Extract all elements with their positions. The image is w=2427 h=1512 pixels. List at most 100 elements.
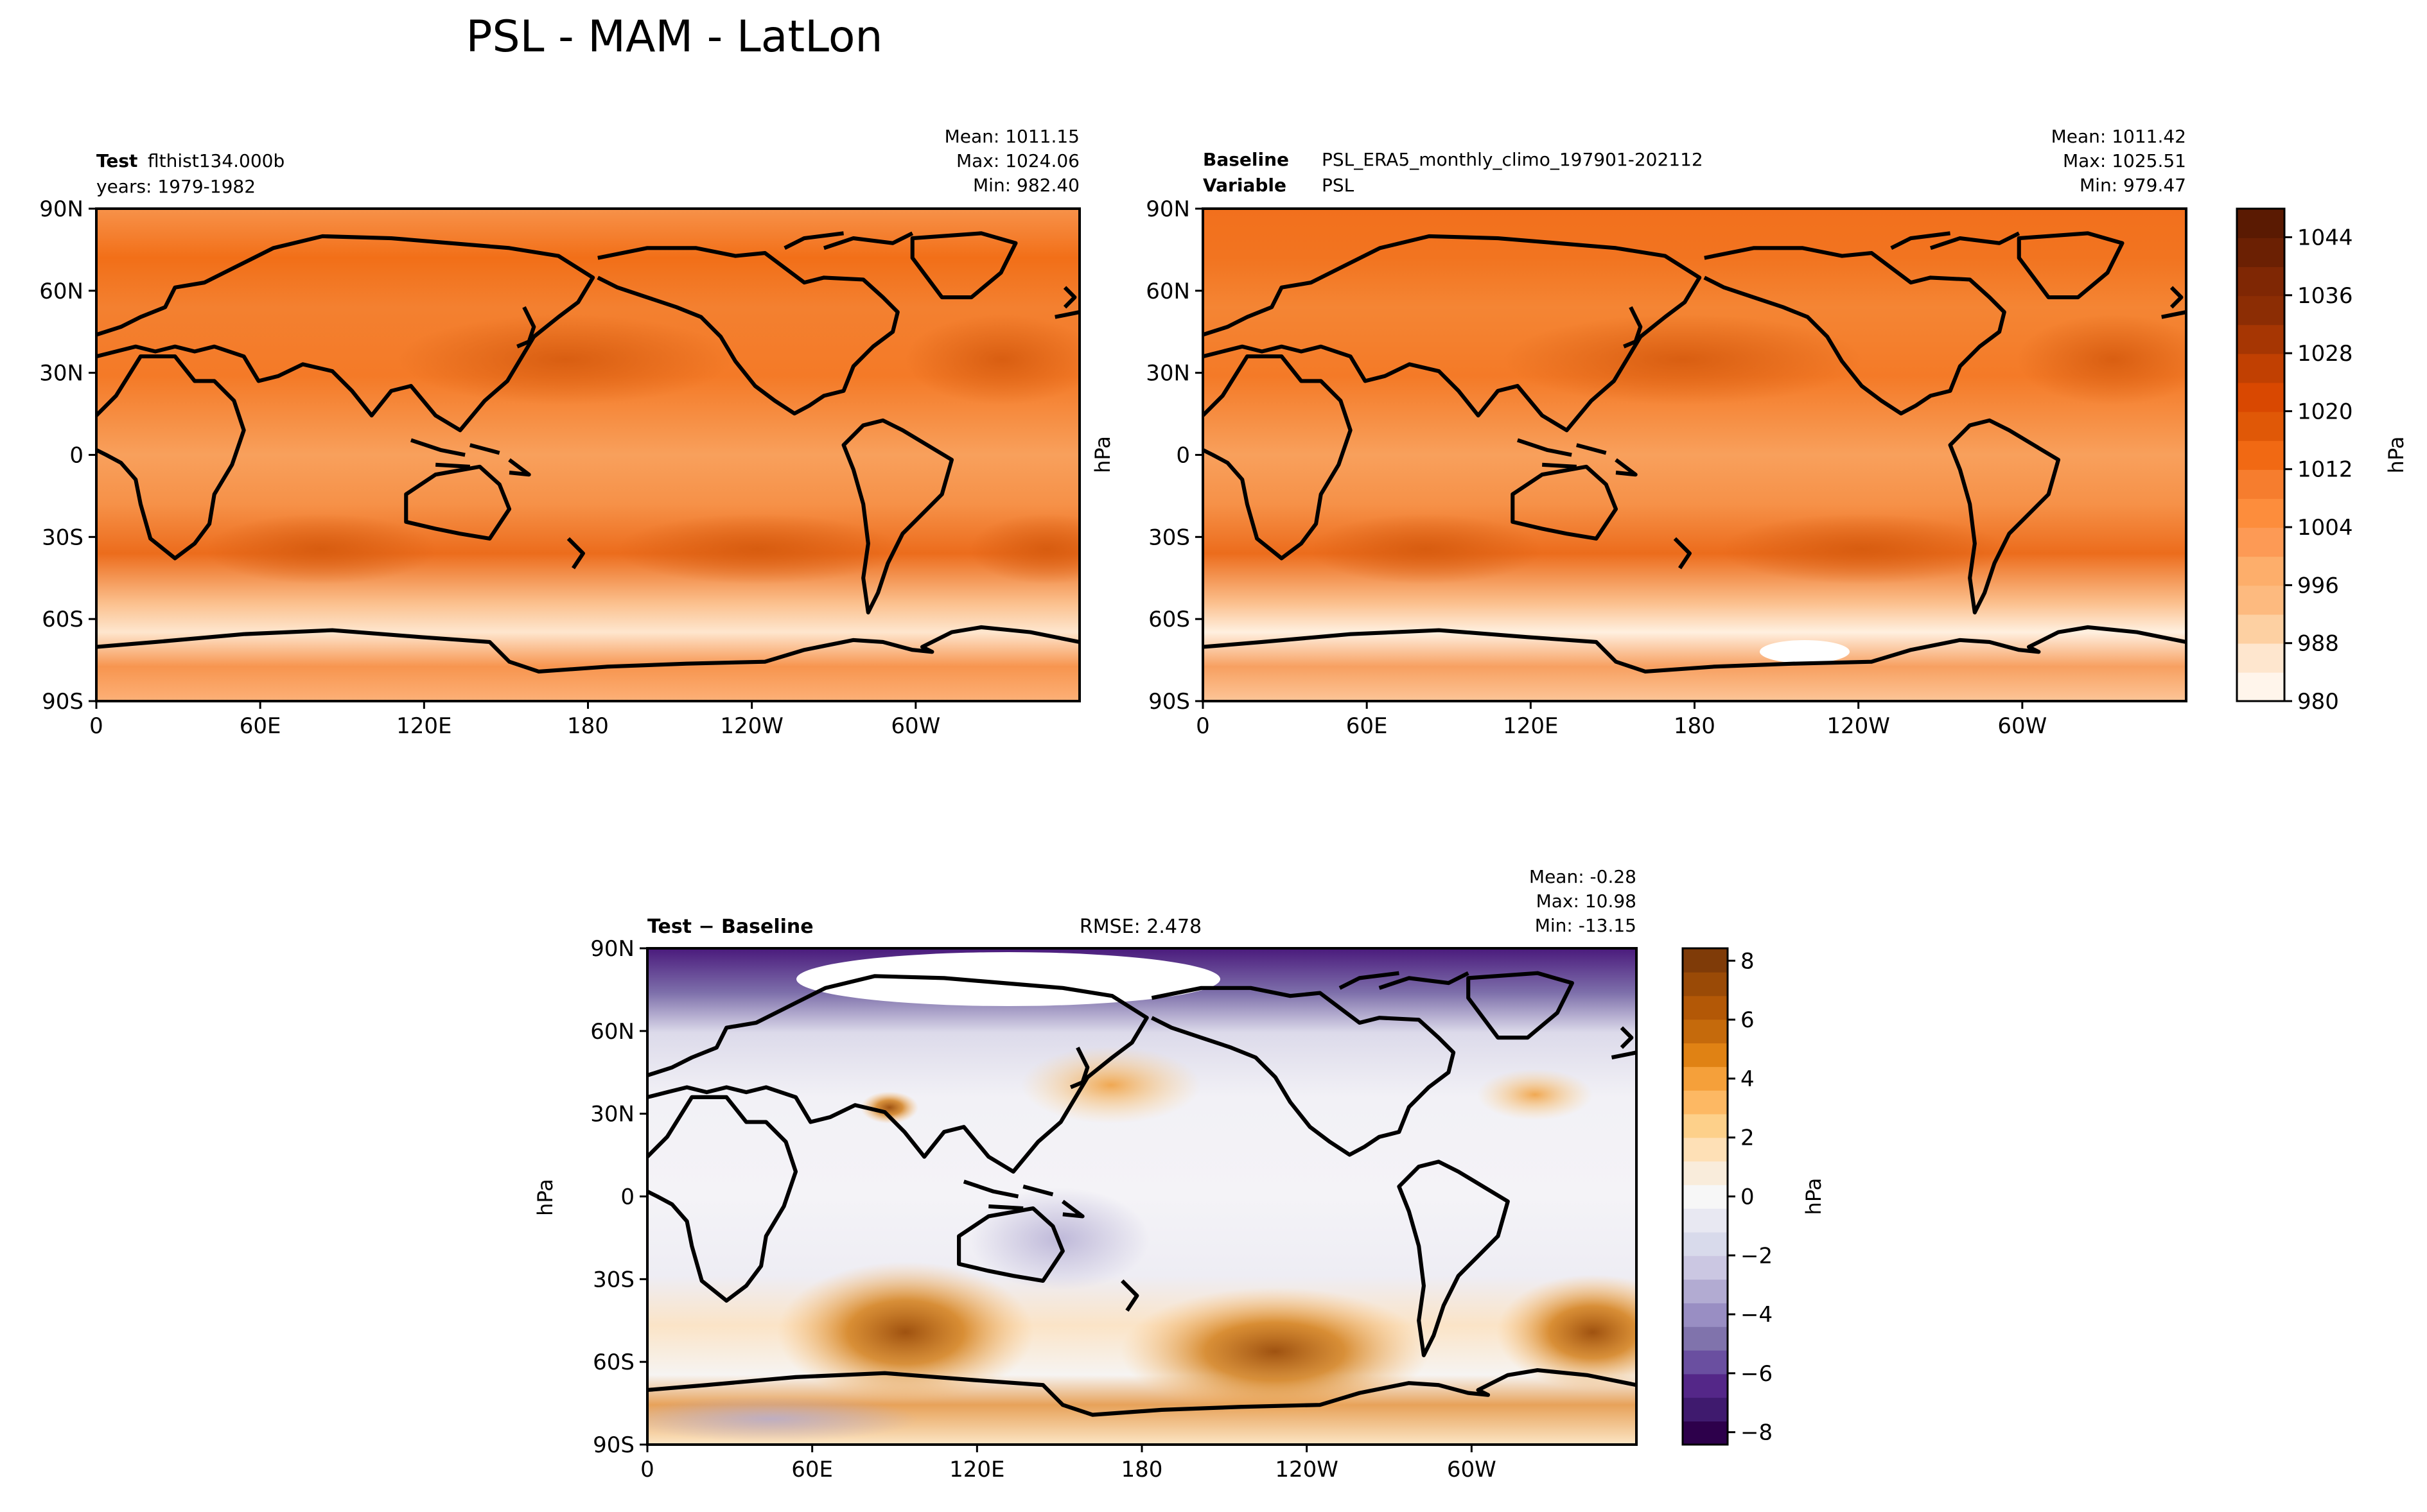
diff-colorbar-label: hPa	[1801, 1178, 1826, 1215]
psl-colorbar-segment	[2237, 209, 2284, 238]
test-xtick-label: 0	[89, 713, 103, 739]
diff-colorbar-segment	[1683, 948, 1728, 973]
test-xtick-label: 120W	[720, 713, 784, 739]
test-ytick-label: 30S	[42, 525, 83, 550]
test-stat-mean: Mean: 1011.15	[945, 126, 1080, 147]
psl-colorbar-segment	[2237, 382, 2284, 412]
test-xtick-label: 60W	[891, 713, 940, 739]
diff-stat-max: Max: 10.98	[1536, 891, 1636, 912]
psl-colorbar-segment	[2237, 266, 2284, 297]
psl-colorbar-segment	[2237, 295, 2284, 326]
diff-colorbar-segment	[1683, 1066, 1728, 1091]
diff-colorbar-segment	[1683, 1161, 1728, 1185]
psl-colorbar-tick-label: 988	[2297, 631, 2339, 657]
baseline-ytick-label: 90S	[1148, 689, 1190, 715]
test-ytick-label: 90N	[39, 196, 83, 222]
diff-colorbar-tick-label: 8	[1740, 948, 1755, 974]
test-xtick-label: 180	[567, 713, 609, 739]
test-xtick-label: 60E	[240, 713, 281, 739]
psl-colorbar-segment	[2237, 440, 2284, 470]
psl-colorbar-segment	[2237, 672, 2284, 702]
diff-colorbar-segment	[1683, 971, 1728, 996]
diff-pos-spacific	[1121, 1287, 1429, 1416]
psl-colorbar-tick-label: 1004	[2297, 515, 2353, 541]
diff-colorbar-segment	[1683, 1326, 1728, 1351]
test-high-satlantic	[970, 514, 1080, 584]
diff-colorbar-segment	[1683, 1043, 1728, 1067]
psl-colorbar-tick-label: 1044	[2297, 225, 2353, 250]
test-label-bold: Test	[96, 150, 137, 171]
diff-colorbar-segment	[1683, 1303, 1728, 1327]
psl-colorbar-tick-label: 1036	[2297, 283, 2353, 309]
psl-colorbar-tick-label: 1028	[2297, 341, 2353, 367]
diff-xtick-label: 120W	[1275, 1457, 1338, 1482]
baseline-ytick-label: 60S	[1148, 607, 1190, 632]
test-ytick-label: 90S	[42, 689, 83, 715]
diff-pos-npacific	[1021, 1047, 1201, 1124]
diff-colorbar-tick-label: −2	[1740, 1243, 1773, 1269]
diff-polar-gap	[796, 952, 1220, 1006]
diff-colorbar-segment	[1683, 1255, 1728, 1280]
diff-ytick-label: 30N	[590, 1102, 635, 1127]
diff-colorbar-segment	[1683, 1397, 1728, 1421]
baseline-ytick-label: 30S	[1148, 525, 1190, 550]
diff-ytick-label: 90S	[593, 1432, 635, 1458]
baseline-label-bold: Baseline	[1203, 149, 1289, 170]
diff-ytick-label: 60N	[590, 1019, 635, 1045]
diff-pos-sindian	[777, 1262, 1034, 1403]
baseline-high-npacific	[1503, 315, 1862, 404]
psl-colorbar-segment	[2237, 556, 2284, 586]
diff-pos-satlantic	[1496, 1274, 1636, 1390]
test-xtick-label: 120E	[396, 713, 451, 739]
diff-stat-min: Min: -13.15	[1535, 915, 1636, 936]
diff-xtick-label: 60E	[791, 1457, 833, 1482]
test-high-natlantic	[906, 315, 1080, 404]
diff-colorbar-segment	[1683, 1019, 1728, 1044]
psl-colorbar-segment	[2237, 498, 2284, 528]
psl-colorbar-segment	[2237, 643, 2284, 673]
psl-colorbar-segment	[2237, 585, 2284, 615]
diff-colorbar-segment	[1683, 1090, 1728, 1115]
baseline-stat-max: Max: 1025.51	[2063, 150, 2186, 171]
baseline-ytick-label: 90N	[1146, 196, 1190, 222]
test-high-npacific	[398, 315, 732, 404]
diff-xtick-label: 180	[1121, 1457, 1163, 1482]
diff-colorbar-segment	[1683, 1137, 1728, 1162]
baseline-xtick-label: 0	[1196, 713, 1210, 739]
diff-colorbar-tick-label: −8	[1740, 1420, 1773, 1446]
psl-colorbar-segment	[2237, 614, 2284, 644]
test-ytick-label: 60S	[42, 607, 83, 632]
psl-colorbar-label: hPa	[2384, 437, 2408, 474]
diff-colorbar-segment	[1683, 1373, 1728, 1398]
baseline-xtick-label: 120E	[1503, 713, 1558, 739]
diff-pos-natlantic	[1477, 1069, 1593, 1120]
diff-colorbar-segment	[1683, 995, 1728, 1020]
test-stat-min: Min: 982.40	[973, 175, 1080, 196]
baseline-xtick-label: 180	[1674, 713, 1715, 739]
test-high-sindian	[206, 514, 437, 584]
baseline-ytick-label: 60N	[1146, 279, 1190, 304]
baseline-high-spacific	[1721, 514, 2004, 584]
diff-colorbar-segment	[1683, 1231, 1728, 1256]
diff-neg-antarctic	[647, 1396, 918, 1441]
psl-colorbar-segment	[2237, 469, 2284, 499]
test-ytick-label: 30N	[39, 361, 83, 387]
baseline-ytick-label: 0	[1176, 443, 1190, 469]
baseline-variable-value: PSL	[1322, 175, 1354, 196]
diff-ylabel: hPa	[533, 1179, 557, 1216]
baseline-ytick-label: 30N	[1146, 361, 1190, 387]
diff-colorbar-tick-label: −4	[1740, 1302, 1773, 1328]
test-high-spacific	[617, 514, 899, 584]
test-years: years: 1979-1982	[96, 176, 256, 197]
test-stat-max: Max: 1024.06	[956, 150, 1080, 171]
diff-colorbar-segment	[1683, 1208, 1728, 1233]
diff-ytick-label: 60S	[593, 1350, 635, 1375]
diff-ytick-label: 30S	[593, 1267, 635, 1292]
diff-colorbar-segment	[1683, 1279, 1728, 1303]
baseline-high-sindian	[1310, 514, 1541, 584]
diff-colorbar-segment	[1683, 1185, 1728, 1209]
diff-colorbar-segment	[1683, 1113, 1728, 1138]
diff-xtick-label: 60W	[1447, 1457, 1496, 1482]
